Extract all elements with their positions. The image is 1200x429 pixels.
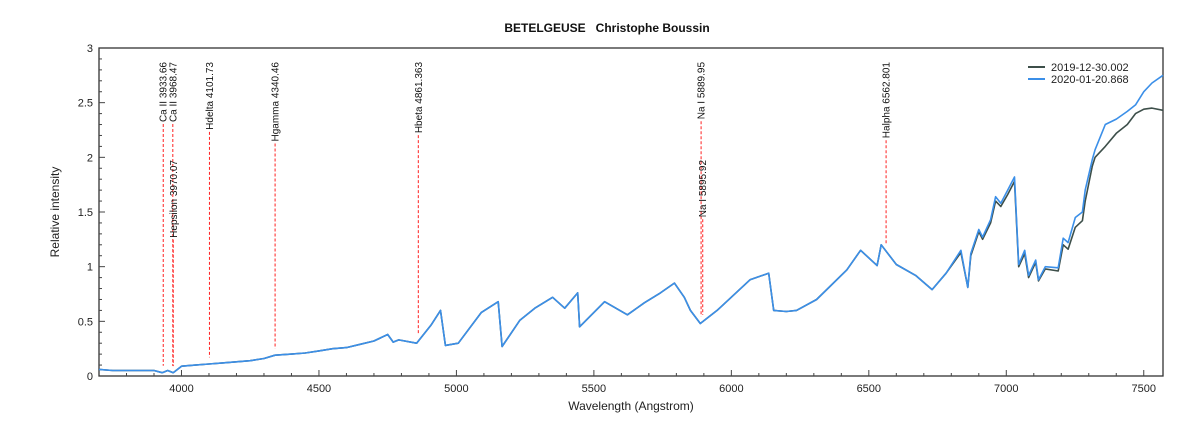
line-annotation-label: Hepsilon 3970.07 [169, 160, 180, 238]
y-tick-label: 1.5 [78, 207, 93, 219]
x-tick-label: 4000 [169, 383, 193, 395]
y-tick-label: 1 [87, 262, 93, 274]
y-tick-label: 0 [87, 371, 93, 383]
line-annotation-label: Hgamma 4340.46 [271, 62, 282, 142]
series-line-1 [98, 74, 1164, 374]
legend-label: 2019-12-30.002 [1051, 62, 1129, 74]
line-annotation-label: Na I 5889.95 [697, 62, 708, 120]
legend-label: 2020-01-20.868 [1051, 74, 1129, 86]
line-annotation-label: Halpha 6562.801 [882, 62, 893, 139]
y-tick-label: 0.5 [78, 316, 93, 328]
x-tick-label: 7500 [1132, 383, 1156, 395]
x-tick-label: 5500 [582, 383, 606, 395]
chart-title: BETELGEUSE Christophe Boussin [504, 21, 709, 35]
y-axis-label: Relative intensity [48, 167, 62, 258]
x-axis-label: Wavelength (Angstrom) [568, 399, 694, 413]
x-tick-label: 6000 [719, 383, 743, 395]
plot-frame [98, 47, 1164, 377]
y-tick-label: 2 [87, 152, 93, 164]
x-tick-label: 6500 [857, 383, 881, 395]
line-annotation-label: Hdelta 4101.73 [205, 62, 216, 130]
x-tick-label: 4500 [307, 383, 331, 395]
line-annotation-label: Hbeta 4861.363 [414, 62, 425, 134]
line-annotation-label: Na I 5895.92 [698, 160, 709, 218]
x-tick-label: 7000 [994, 383, 1018, 395]
line-annotation-label: Ca II 3933.66 [159, 62, 170, 122]
x-tick-label: 5000 [444, 383, 468, 395]
y-tick-label: 2.5 [78, 98, 93, 110]
line-annotation-label: Ca II 3968.47 [168, 62, 179, 122]
series-line-0 [98, 107, 1164, 374]
y-tick-label: 3 [87, 43, 93, 55]
